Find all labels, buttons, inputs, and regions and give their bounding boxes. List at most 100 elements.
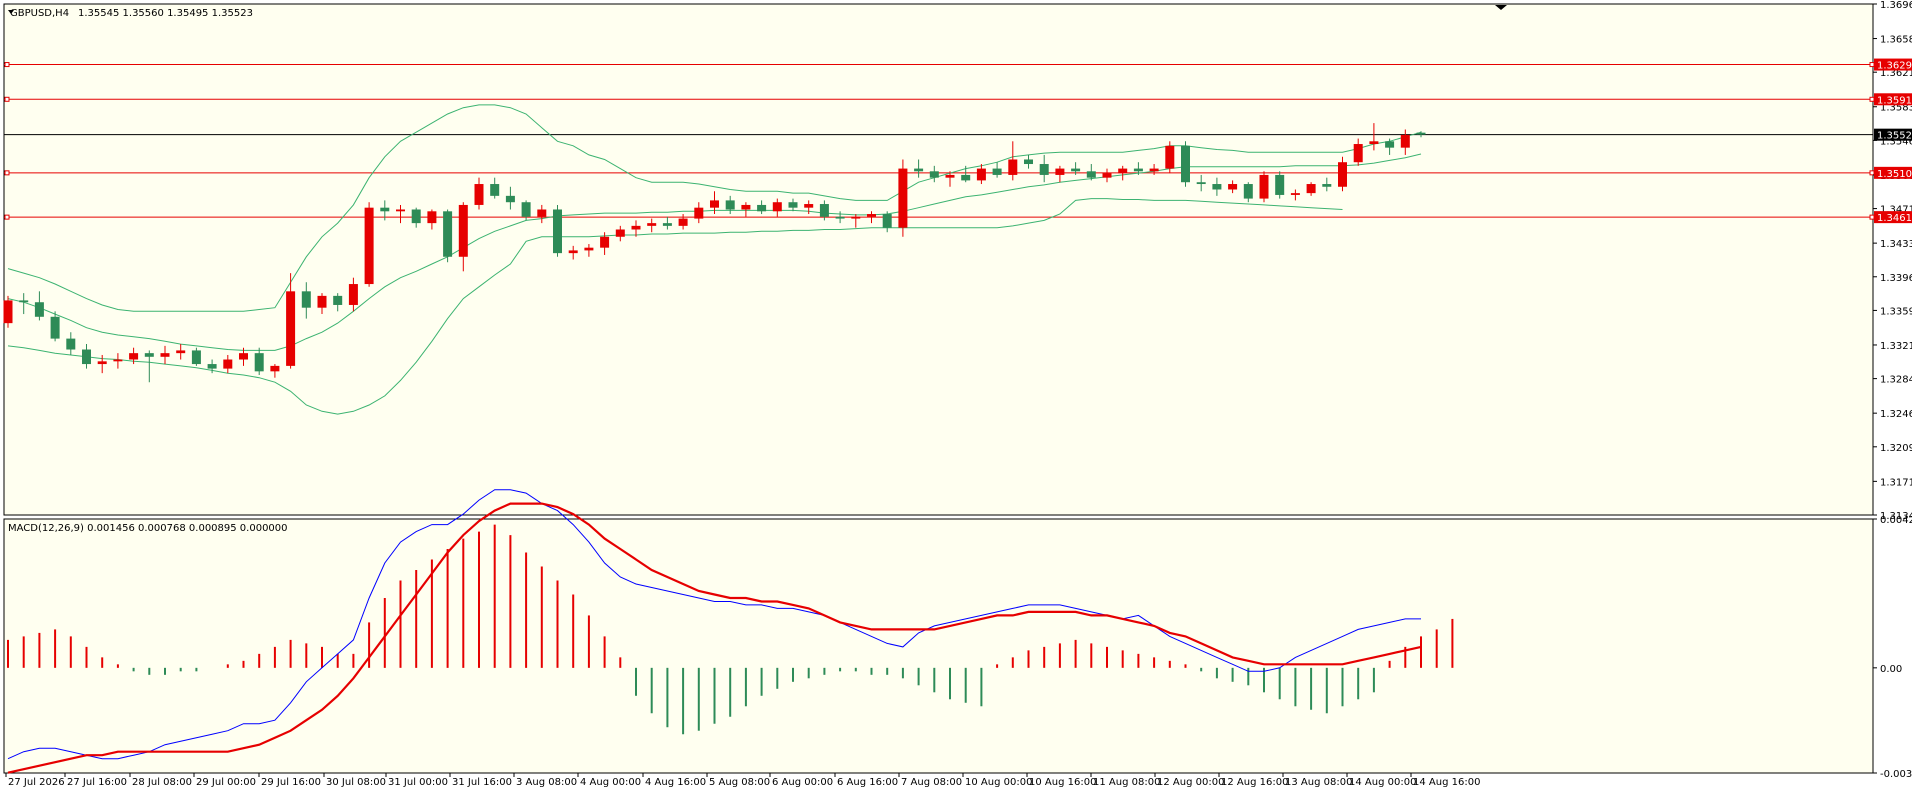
candle-body[interactable] [364,207,374,285]
candle-body[interactable] [929,171,939,178]
candle-body[interactable] [50,316,60,339]
candle-body[interactable] [1165,145,1175,169]
level-handle-left[interactable] [4,170,10,176]
candle-body[interactable] [882,214,892,228]
candle-body[interactable] [976,168,986,181]
level-handle-right[interactable] [1869,96,1875,102]
candle-body[interactable] [427,211,437,224]
candle-body[interactable] [898,168,908,228]
candle-body[interactable] [286,291,296,366]
candle-body[interactable] [788,202,798,208]
level-price-tag[interactable] [1874,211,1912,224]
candle-body[interactable] [1102,173,1112,178]
candle-body[interactable] [301,291,311,308]
candle-body[interactable] [1338,162,1347,187]
candle-body[interactable] [1385,141,1395,148]
level-handle-right[interactable] [1869,62,1875,68]
candle-body[interactable] [191,350,201,365]
candle-body[interactable] [867,214,876,217]
candle-body[interactable] [1086,171,1096,178]
candle-body[interactable] [647,223,657,226]
candle-body[interactable] [914,168,924,172]
level-price-tag[interactable] [1874,58,1912,71]
candle-body[interactable] [113,359,123,362]
candle-body[interactable] [1212,184,1222,190]
candle-body[interactable] [772,202,782,212]
candle-body[interactable] [961,174,971,181]
candle-body[interactable] [992,168,1002,175]
candle-body[interactable] [537,209,547,217]
candle-body[interactable] [1322,184,1332,187]
candle-body[interactable] [835,216,845,219]
candle-body[interactable] [678,218,688,226]
candle-body[interactable] [1149,168,1159,172]
level-price-tag[interactable] [1874,166,1912,179]
candle-body[interactable] [600,236,610,248]
candle-body[interactable] [474,184,484,205]
candle-body[interactable] [3,300,13,324]
candle-body[interactable] [741,204,751,210]
price-pane[interactable] [3,3,1874,516]
candle-body[interactable] [66,338,76,350]
candle-body[interactable] [97,361,107,365]
candle-body[interactable] [851,216,861,219]
candle-body[interactable] [505,195,515,203]
candle-body[interactable] [1071,168,1081,172]
candle-body[interactable] [223,359,233,369]
candle-body[interactable] [1353,144,1363,163]
level-handle-right[interactable] [1869,214,1875,220]
candle-body[interactable] [144,353,154,357]
candle-body[interactable] [1243,184,1253,199]
candle-body[interactable] [568,250,578,254]
level-handle-left[interactable] [4,214,10,220]
candle-body[interactable] [725,200,735,210]
level-handle-right[interactable] [1869,170,1875,176]
candle-body[interactable] [380,207,390,212]
candle-body[interactable] [270,365,280,372]
candle-body[interactable] [757,204,767,212]
candle-body[interactable] [1181,145,1190,183]
candle-body[interactable] [1024,159,1033,165]
candle-body[interactable] [1228,184,1238,190]
candle-body[interactable] [662,223,672,226]
candle-body[interactable] [819,204,829,217]
candle-body[interactable] [1290,193,1300,195]
shift-marker-icon[interactable] [1495,5,1507,10]
candle-body[interactable] [254,353,264,372]
candle-body[interactable] [443,211,453,257]
candle-body[interactable] [1196,182,1206,185]
candle-body[interactable] [82,349,91,365]
candle-body[interactable] [239,353,248,360]
candle-body[interactable] [1416,132,1426,135]
candle-body[interactable] [1259,174,1269,199]
candle-body[interactable] [207,364,217,369]
candle-body[interactable] [160,353,170,357]
candle-body[interactable] [615,229,625,237]
level-handle-left[interactable] [4,62,10,68]
candle-body[interactable] [129,353,139,360]
candle-body[interactable] [1055,168,1065,175]
candle-body[interactable] [411,209,421,224]
candle-body[interactable] [317,295,327,308]
candle-body[interactable] [804,204,814,208]
level-price-tag[interactable] [1874,93,1912,106]
candle-body[interactable] [34,302,44,317]
candle-body[interactable] [1400,134,1410,148]
header-dropdown-icon[interactable] [8,10,14,14]
candle-body[interactable] [348,284,358,305]
candle-body[interactable] [176,350,186,354]
candle-body[interactable] [1369,141,1379,145]
macd-pane[interactable] [3,518,1874,774]
candle-body[interactable] [584,247,594,251]
candle-body[interactable] [521,202,531,217]
candle-body[interactable] [333,295,343,305]
candle-body[interactable] [1133,168,1143,172]
candle-body[interactable] [694,207,704,219]
candle-body[interactable] [945,174,955,178]
candle-body[interactable] [1039,164,1049,175]
level-handle-left[interactable] [4,96,10,102]
candle-body[interactable] [631,225,641,230]
candle-body[interactable] [490,184,500,196]
candle-body[interactable] [19,300,29,303]
